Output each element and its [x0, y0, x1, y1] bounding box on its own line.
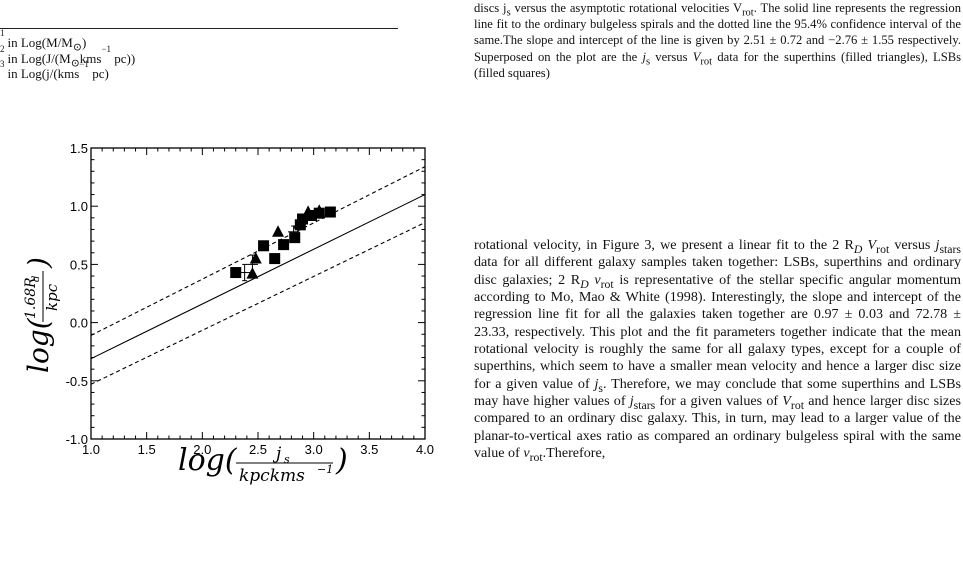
- triangle-marker: [302, 205, 315, 217]
- footnote-rule: [0, 28, 398, 29]
- footnote-mark: 2: [0, 43, 5, 54]
- square-marker: [289, 232, 301, 244]
- triangle-marker: [272, 225, 285, 237]
- svg-text:kpckms: kpckms: [239, 466, 305, 486]
- triangle-marker: [293, 217, 306, 229]
- svg-text:j: j: [272, 444, 282, 464]
- triangle-marker: [246, 267, 259, 279]
- square-marker: [324, 206, 336, 218]
- data-markers: [230, 204, 336, 282]
- confidence-lower-line: [90, 222, 426, 385]
- square-marker: [269, 253, 281, 265]
- scatter-chart: 1.0 1.5 2.0 2.5 3.0 3.5 4.0 -1.0 -0.5 0.0 0.5 1.0 1.…: [22, 141, 434, 486]
- svg-text:log(: log(: [178, 443, 238, 478]
- square-marker: [230, 267, 242, 279]
- triangle-marker: [249, 251, 262, 264]
- square-marker: [278, 239, 290, 251]
- y-tick-label: 1.5: [70, 141, 88, 156]
- regression-line: [90, 194, 426, 360]
- footnote-mark: 1: [0, 28, 5, 38]
- square-marker: [258, 240, 270, 252]
- x-tick-label: 3.0: [305, 442, 323, 457]
- x-tick-label: 3.5: [360, 442, 378, 457]
- square-marker: [297, 213, 309, 225]
- svg-text:−1: −1: [317, 463, 333, 476]
- figure-caption: discs js versus the asymptotic rotationa…: [474, 1, 961, 80]
- y-axis-label: log( 1.68R d kpc ): [22, 257, 61, 373]
- x-tick-label: 1.0: [82, 442, 100, 457]
- footnote-1: 1in Log(M/M⊙): [0, 28, 87, 54]
- x-tick-label: 2.5: [249, 442, 267, 457]
- triangle-marker: [313, 204, 326, 216]
- y-tick-label: 0.0: [70, 316, 88, 331]
- y-tick-label: -1.0: [66, 432, 88, 447]
- svg-text:d: d: [31, 276, 42, 282]
- y-tick-label: 0.5: [70, 257, 88, 272]
- confidence-upper-line: [90, 166, 426, 336]
- footnote-2: 2in Log(J/(M⊙kms−1 pc)): [0, 43, 136, 70]
- footnotes: 1in Log(M/M⊙) 2in Log(J/(M⊙kms−1 pc)) 3i…: [0, 28, 400, 82]
- x-axis-label: log( j s kpckms −1 ): [178, 443, 348, 486]
- x-tick-label: 2.0: [193, 442, 211, 457]
- body-paragraph: rotational velocity, in Figure 3, we pre…: [474, 237, 961, 464]
- y-tick-label: -0.5: [66, 374, 88, 389]
- svg-text:1.68R: 1.68R: [23, 277, 39, 319]
- svg-text:): ): [335, 443, 348, 478]
- x-tick-label: 1.5: [138, 442, 156, 457]
- svg-text:kpc: kpc: [43, 283, 61, 311]
- svg-text:log(: log(: [22, 317, 55, 373]
- svg-text:s: s: [284, 453, 290, 466]
- footnote-3: 3in Log(j/(kms−1 pc): [0, 59, 109, 82]
- svg-text:): ): [22, 257, 55, 269]
- footnote-mark: 3: [0, 59, 5, 69]
- plot-frame: [90, 147, 426, 440]
- fit-lines: [90, 166, 426, 385]
- y-tick-label: 1.0: [70, 199, 88, 214]
- tick-labels: 1.0 1.5 2.0 2.5 3.0 3.5 4.0 -1.0 -0.5 0.0 0.5 1.0 1.…: [66, 141, 434, 457]
- x-tick-label: 4.0: [416, 442, 434, 457]
